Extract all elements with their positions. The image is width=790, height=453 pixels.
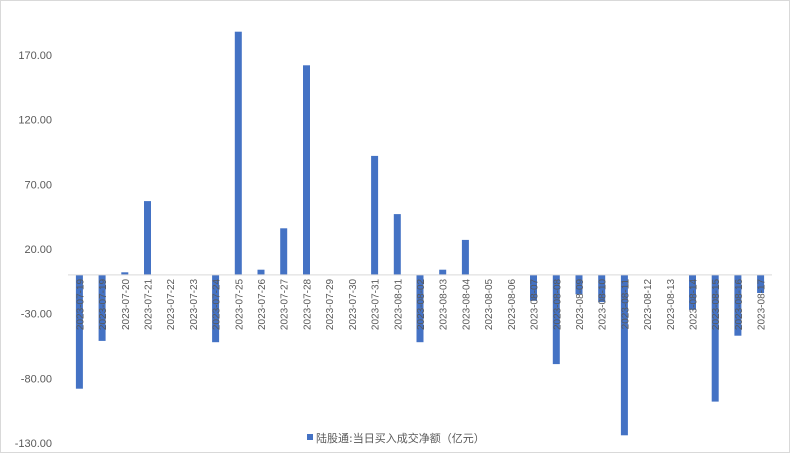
legend-swatch (307, 434, 313, 440)
x-tick-label: 2023-08-14 (689, 278, 700, 330)
bar-22 (552, 274, 560, 365)
bar-18 (461, 239, 469, 275)
legend: 陆股通:当日买入成交净额（亿元） (307, 431, 485, 445)
legend-label: 陆股通:当日买入成交净额（亿元） (316, 431, 485, 445)
bar-8 (234, 31, 242, 275)
bar-17 (439, 269, 447, 275)
x-tick-label: 2023-07-22 (166, 278, 177, 330)
x-tick-label: 2023-07-28 (303, 278, 314, 330)
x-tick-label: 2023-08-01 (393, 278, 404, 330)
y-tick-label: 170.00 (18, 50, 52, 62)
x-tick-label: 2023-07-23 (189, 278, 200, 330)
bar-23 (575, 274, 583, 295)
bar-15 (393, 214, 401, 275)
y-tick-label: 70.00 (24, 179, 52, 191)
bar-11 (303, 65, 310, 275)
bar-10 (280, 228, 288, 275)
x-tick-label: 2023-08-05 (484, 278, 495, 330)
x-tick-label: 2023-07-25 (234, 278, 245, 330)
x-tick-label: 2023-08-11 (620, 278, 631, 329)
x-tick-label: 2023-07-19 (75, 278, 86, 330)
bar-7 (212, 274, 220, 343)
bar-31 (757, 274, 765, 293)
bar-3 (121, 272, 129, 275)
x-tick-label: 2023-08-08 (552, 278, 563, 330)
bars-group (75, 31, 765, 436)
bar-28 (689, 274, 696, 310)
bar-21 (530, 274, 537, 301)
bar-1 (75, 274, 83, 389)
y-tick-label: 120.00 (18, 115, 52, 127)
bar-29 (711, 274, 719, 402)
y-axis-ticks: 170.00 120.00 70.00 20.00 -30.00 -80.00 -130.0… (15, 50, 52, 450)
y-tick-label: -80.00 (21, 373, 52, 385)
x-tick-label: 2023-07-31 (371, 278, 382, 330)
y-tick-label: -30.00 (21, 309, 52, 321)
x-tick-label: 2023-08-15 (711, 278, 722, 330)
bar-25 (620, 274, 628, 436)
x-tick-label: 2023-08-09 (575, 278, 586, 330)
y-tick-label: 20.00 (24, 244, 52, 256)
x-tick-label: 2023-07-24 (212, 278, 223, 330)
x-tick-label: 2023-07-26 (257, 278, 268, 330)
x-tick-label: 2023-08-03 (439, 278, 450, 330)
x-tick-label: 2023-07-27 (280, 278, 291, 330)
x-tick-label: 2023-08-06 (507, 278, 518, 330)
bar-4 (144, 201, 151, 275)
x-tick-label: 2023-08-13 (666, 278, 677, 330)
bar-16 (416, 274, 424, 343)
bar-24 (598, 274, 606, 303)
x-axis-ticks: 2023-07-19 2023-07-19 2023-07-20 2023-07-21… (75, 278, 767, 330)
bar-2 (98, 274, 106, 341)
x-tick-label: 2023-08-04 (461, 278, 472, 330)
x-tick-label: 2023-07-29 (325, 278, 336, 330)
x-tick-label: 2023-08-17 (757, 278, 768, 330)
x-tick-label: 2023-08-16 (734, 278, 745, 330)
bar-14 (371, 155, 379, 275)
x-tick-label: 2023-08-07 (530, 278, 541, 330)
x-tick-label: 2023-07-21 (144, 278, 155, 330)
x-tick-label: 2023-07-30 (348, 278, 359, 330)
x-tick-label: 2023-07-19 (98, 278, 109, 330)
y-tick-label: -130.00 (15, 438, 52, 450)
bar-9 (257, 269, 265, 275)
bar-30 (734, 274, 742, 336)
x-tick-label: 2023-08-10 (598, 278, 609, 330)
x-tick-label: 2023-08-02 (416, 278, 427, 330)
x-tick-label: 2023-08-12 (643, 278, 654, 330)
x-tick-label: 2023-07-20 (121, 278, 132, 330)
